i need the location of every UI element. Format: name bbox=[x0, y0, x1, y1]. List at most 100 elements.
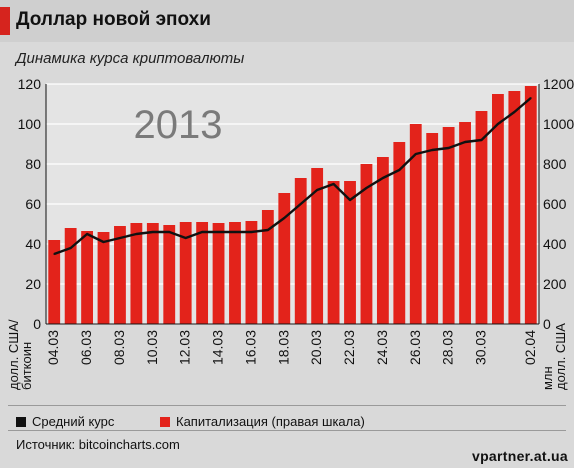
y-left-tick-label: 100 bbox=[18, 116, 42, 132]
x-tick-label: 24.03 bbox=[374, 330, 390, 365]
legend-label-rate: Средний курс bbox=[32, 414, 115, 429]
y-right-axis-title-line1: млн bbox=[540, 366, 555, 390]
bar-capitalization bbox=[442, 127, 455, 324]
bar-capitalization bbox=[426, 133, 439, 324]
point-average-rate bbox=[69, 247, 72, 249]
x-tick-label: 26.03 bbox=[407, 330, 423, 365]
y-right-tick-label: 200 bbox=[543, 276, 567, 292]
point-average-rate bbox=[299, 203, 302, 205]
bar-capitalization bbox=[97, 232, 110, 324]
legend-swatch-rate bbox=[16, 417, 26, 427]
point-average-rate bbox=[398, 169, 401, 171]
point-average-rate bbox=[431, 149, 434, 151]
bar-capitalization bbox=[492, 94, 504, 324]
point-average-rate bbox=[168, 231, 171, 233]
point-average-rate bbox=[201, 231, 204, 233]
bar-capitalization bbox=[229, 222, 241, 324]
point-average-rate bbox=[497, 123, 499, 125]
y-right-tick-label: 1200 bbox=[543, 76, 574, 92]
line-average-rate bbox=[53, 97, 532, 256]
bar-capitalization bbox=[48, 240, 61, 324]
bar-capitalization bbox=[327, 181, 340, 324]
bar-capitalization bbox=[114, 226, 126, 324]
bar-capitalization bbox=[179, 222, 192, 324]
point-average-rate bbox=[480, 139, 483, 141]
x-tick-label: 20.03 bbox=[308, 330, 324, 365]
x-tick-label: 02.04 bbox=[522, 330, 538, 365]
bar-capitalization bbox=[146, 223, 159, 324]
x-tick-label: 30.03 bbox=[472, 330, 488, 365]
x-tick-label: 12.03 bbox=[177, 330, 193, 365]
point-average-rate bbox=[447, 147, 450, 149]
point-average-rate bbox=[250, 231, 253, 233]
point-average-rate bbox=[283, 217, 286, 219]
bar-capitalization bbox=[81, 231, 93, 324]
y-right-tick-label: 800 bbox=[543, 156, 567, 172]
x-tick-label: 28.03 bbox=[440, 330, 456, 365]
watermark: vpartner.at.ua bbox=[471, 448, 568, 464]
bar-capitalization bbox=[311, 168, 324, 324]
chart-title: Доллар новой эпохи bbox=[16, 9, 211, 30]
x-tick-label: 18.03 bbox=[275, 330, 291, 365]
y-left-tick-label: 120 bbox=[18, 76, 42, 92]
bar-capitalization bbox=[261, 210, 274, 324]
x-tick-label: 16.03 bbox=[242, 330, 258, 365]
y-left-axis-title-line2: биткоин bbox=[19, 342, 34, 390]
bar-capitalization bbox=[393, 142, 406, 324]
point-average-rate bbox=[381, 177, 384, 179]
y-right-tick-label: 400 bbox=[543, 236, 567, 252]
chart-subtitle: Динамика курса криптовалюты bbox=[16, 50, 245, 67]
bar-capitalization bbox=[360, 164, 373, 324]
chart-annotation: 2013 bbox=[134, 103, 223, 147]
legend-item-rate: Средний курс bbox=[16, 414, 114, 429]
header-accent bbox=[0, 7, 10, 35]
bar-capitalization bbox=[459, 122, 471, 324]
point-average-rate bbox=[332, 183, 335, 185]
bar-capitalization bbox=[245, 221, 258, 324]
point-average-rate bbox=[135, 233, 138, 235]
point-average-rate bbox=[414, 153, 417, 155]
x-tick-label: 14.03 bbox=[210, 330, 226, 365]
legend-swatch-cap bbox=[160, 417, 170, 427]
y-left-axis-title-line1: долл. США/ bbox=[6, 319, 21, 390]
header-bar: Доллар новой эпохи bbox=[0, 0, 574, 42]
bar-capitalization bbox=[508, 91, 521, 324]
y-left-tick-label: 0 bbox=[33, 316, 41, 332]
point-average-rate bbox=[119, 237, 121, 239]
point-average-rate bbox=[266, 229, 269, 231]
x-tick-label: 06.03 bbox=[78, 330, 94, 365]
point-average-rate bbox=[349, 199, 351, 201]
chart: 2013020406080100120020040060080010001200… bbox=[6, 76, 574, 390]
y-right-axis-title-line2: долл. США bbox=[553, 323, 568, 390]
bar-capitalization bbox=[130, 223, 143, 324]
point-average-rate bbox=[102, 241, 105, 243]
y-left-tick-label: 80 bbox=[25, 156, 41, 172]
legend-label-cap: Капитализация (правая шкала) bbox=[176, 414, 365, 429]
bar-capitalization bbox=[64, 228, 77, 324]
point-average-rate bbox=[513, 111, 516, 113]
y-left-tick-label: 40 bbox=[25, 236, 41, 252]
bar-capitalization bbox=[475, 111, 488, 324]
source-note: Источник: bitcoincharts.com bbox=[16, 437, 180, 452]
point-average-rate bbox=[464, 141, 466, 143]
point-average-rate bbox=[217, 231, 220, 233]
y-right-tick-label: 1000 bbox=[543, 116, 574, 132]
bar-capitalization bbox=[524, 86, 537, 324]
point-average-rate bbox=[151, 231, 154, 233]
point-average-rate bbox=[53, 253, 56, 255]
y-right-tick-label: 0 bbox=[543, 316, 551, 332]
y-left-tick-label: 60 bbox=[25, 196, 41, 212]
legend-item-cap: Капитализация (правая шкала) bbox=[160, 414, 365, 429]
x-tick-label: 08.03 bbox=[111, 330, 127, 365]
y-left-tick-label: 20 bbox=[25, 276, 41, 292]
legend-divider bbox=[8, 405, 566, 406]
bar-capitalization bbox=[294, 178, 307, 324]
source-divider bbox=[8, 430, 566, 431]
bar-capitalization bbox=[376, 157, 389, 324]
point-average-rate bbox=[529, 97, 532, 99]
point-average-rate bbox=[365, 187, 368, 189]
bar-capitalization bbox=[212, 223, 225, 324]
bar-capitalization bbox=[344, 181, 356, 324]
bar-capitalization bbox=[163, 225, 176, 324]
bar-capitalization bbox=[278, 193, 291, 324]
